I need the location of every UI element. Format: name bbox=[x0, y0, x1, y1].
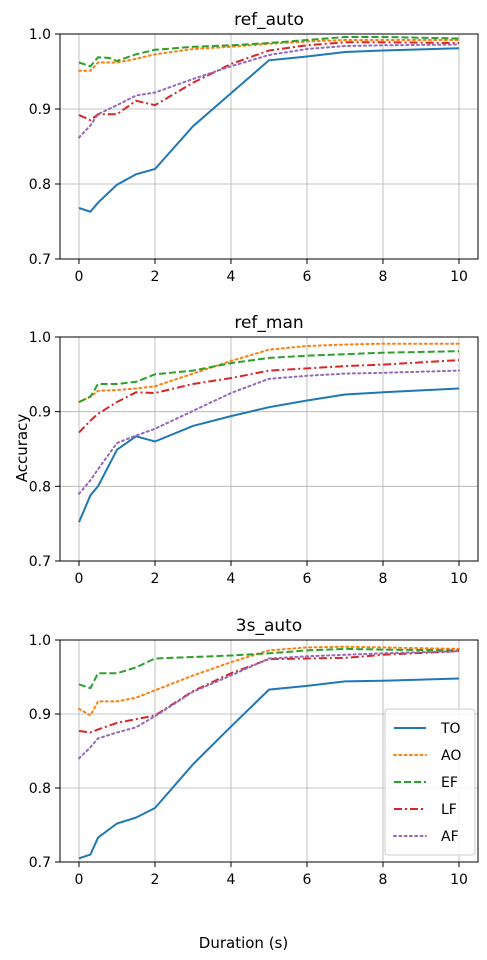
y-tick-label: 0.7 bbox=[29, 252, 51, 268]
x-tick-label: 0 bbox=[75, 872, 84, 888]
x-tick-label: 4 bbox=[227, 571, 236, 587]
series-line-TO bbox=[78, 677, 460, 860]
x-tick-label: 2 bbox=[151, 269, 160, 285]
x-tick-label: 2 bbox=[151, 571, 160, 587]
legend-label-EF: EF bbox=[441, 775, 458, 791]
y-tick-label: 0.7 bbox=[29, 554, 51, 570]
x-tick-label: 0 bbox=[75, 571, 84, 587]
x-tick-label: 6 bbox=[303, 571, 312, 587]
x-tick-label: 4 bbox=[227, 269, 236, 285]
panel-ref_man: 0 2 4 6 8 10 0.7 0.8 0.9 1.0 ref_man bbox=[29, 313, 479, 587]
y-tick-label: 0.7 bbox=[29, 855, 51, 871]
plot-frame bbox=[59, 33, 479, 260]
legend-label-LF: LF bbox=[441, 802, 457, 818]
x-tick-label: 4 bbox=[227, 872, 236, 888]
series-line-AO bbox=[78, 645, 460, 717]
series-line-TO bbox=[78, 387, 460, 523]
series-line-AO bbox=[78, 39, 460, 72]
plot-frame bbox=[59, 639, 479, 863]
legend-label-AF: AF bbox=[441, 829, 459, 845]
x-tick-label: 10 bbox=[450, 571, 468, 587]
series-line-AF bbox=[78, 650, 460, 760]
panel-3s_auto: 0 2 4 6 8 10 0.7 0.8 0.9 1.0 3s_auto bbox=[29, 616, 479, 888]
panel-title: ref_man bbox=[234, 313, 303, 333]
y-tick-label: 1.0 bbox=[29, 633, 51, 649]
series-line-TO bbox=[78, 47, 460, 213]
y-tick-label: 0.8 bbox=[29, 177, 51, 193]
y-tick-label: 0.9 bbox=[29, 707, 51, 723]
y-tick-label: 1.0 bbox=[29, 330, 51, 346]
series-line-AO bbox=[78, 342, 460, 403]
series-line-EF bbox=[78, 350, 460, 403]
x-tick-label: 10 bbox=[450, 872, 468, 888]
x-tick-label: 8 bbox=[379, 571, 388, 587]
panel-ref_auto: 0 2 4 6 8 10 0.7 0.8 0.9 1.0 ref_auto bbox=[29, 10, 479, 285]
y-tick-label: 0.9 bbox=[29, 102, 51, 118]
x-tick-label: 0 bbox=[75, 269, 84, 285]
series-line-LF bbox=[78, 359, 460, 434]
series-line-AF bbox=[78, 43, 460, 139]
y-tick-label: 0.9 bbox=[29, 405, 51, 421]
legend-label-TO: TO bbox=[440, 721, 461, 737]
series-line-EF bbox=[78, 647, 460, 690]
legend-label-AO: AO bbox=[441, 748, 461, 764]
y-axis-label: Accuracy bbox=[13, 414, 31, 483]
series-line-EF bbox=[78, 36, 460, 68]
y-tick-label: 1.0 bbox=[29, 27, 51, 43]
plot-frame bbox=[59, 336, 479, 562]
x-tick-label: 2 bbox=[151, 872, 160, 888]
x-axis-label: Duration (s) bbox=[198, 934, 289, 952]
y-tick-label: 0.8 bbox=[29, 781, 51, 797]
x-tick-label: 6 bbox=[303, 269, 312, 285]
x-tick-label: 8 bbox=[379, 269, 388, 285]
panel-title: ref_auto bbox=[234, 10, 304, 30]
x-tick-label: 6 bbox=[303, 872, 312, 888]
series-line-AF bbox=[78, 369, 460, 495]
series-line-LF bbox=[78, 41, 460, 122]
panel-title: 3s_auto bbox=[236, 616, 302, 636]
legend-box bbox=[384, 708, 476, 856]
x-tick-label: 10 bbox=[450, 269, 468, 285]
x-tick-label: 8 bbox=[379, 872, 388, 888]
legend: TO AO EF LF AF bbox=[384, 708, 476, 856]
y-tick-label: 0.8 bbox=[29, 479, 51, 495]
